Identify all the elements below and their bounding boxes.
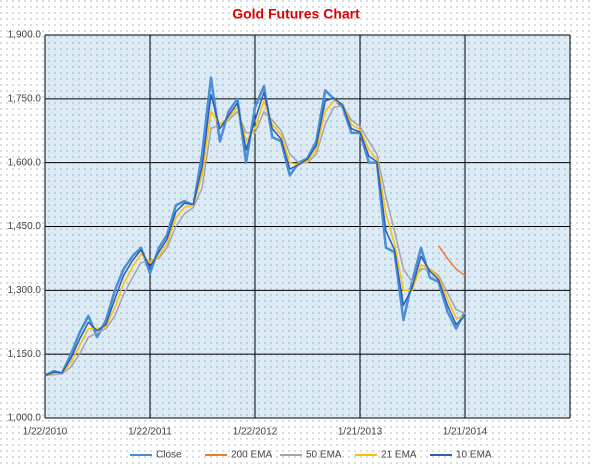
y-tick-label: 1,450.0 — [8, 221, 42, 232]
series-line — [44, 100, 466, 377]
legend-label: 200 EMA — [231, 450, 272, 461]
x-tick-label: 1/22/2012 — [233, 427, 278, 438]
x-tick-label: 1/22/2010 — [23, 427, 68, 438]
y-tick-label: 1,300.0 — [8, 285, 42, 296]
y-tick-label: 1,900.0 — [8, 30, 42, 41]
series-line — [437, 245, 466, 277]
x-tick-label: 1/22/2011 — [128, 427, 172, 438]
series-line — [44, 91, 466, 377]
chart-title: Gold Futures Chart — [232, 6, 360, 22]
y-tick-label: 1,600.0 — [8, 157, 42, 168]
legend-label: 10 EMA — [456, 450, 492, 461]
x-tick-label: 1/21/2013 — [338, 427, 383, 438]
legend-label: 21 EMA — [381, 450, 417, 461]
legend-label: Close — [156, 450, 182, 461]
x-tick-label: 1/21/2014 — [443, 427, 488, 438]
series-line — [44, 104, 466, 377]
legend-label: 50 EMA — [306, 450, 342, 461]
y-tick-label: 1,000.0 — [8, 413, 42, 424]
y-tick-label: 1,150.0 — [8, 349, 42, 360]
y-tick-label: 1,750.0 — [8, 93, 42, 104]
